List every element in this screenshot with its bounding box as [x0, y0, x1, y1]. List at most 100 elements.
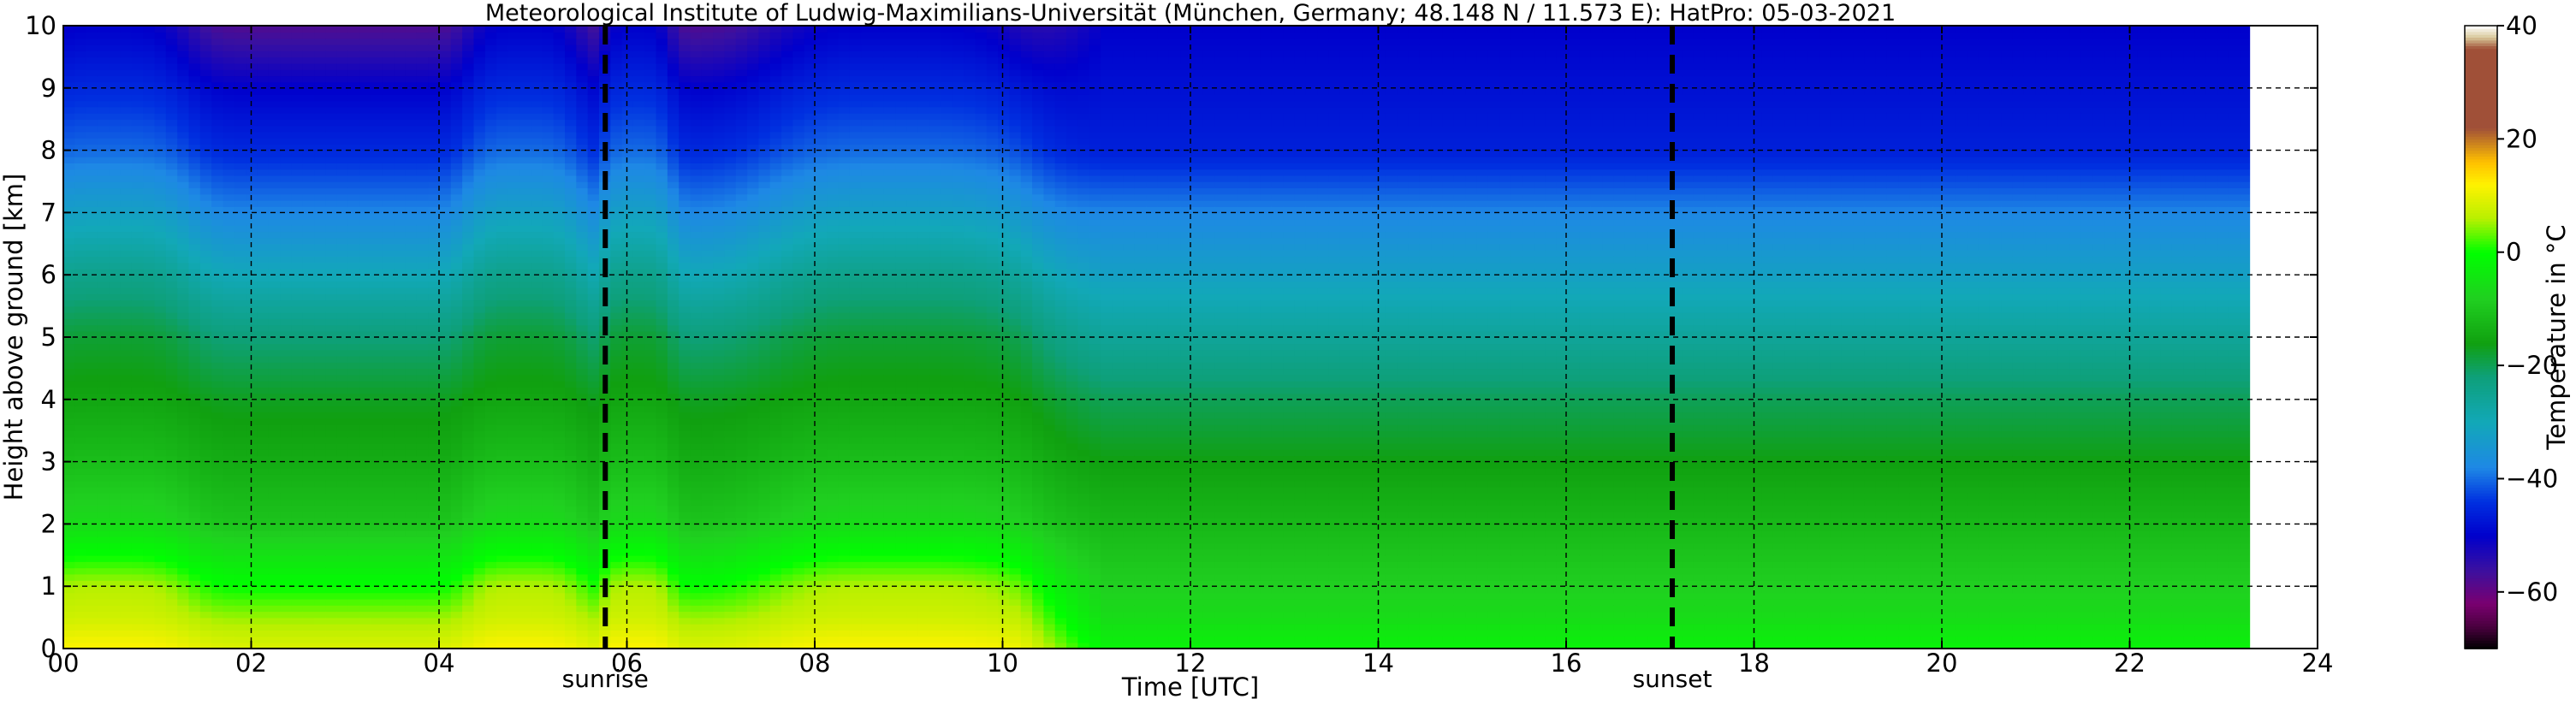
- heatmap-cell: [496, 598, 509, 606]
- heatmap-cell: [234, 144, 246, 151]
- heatmap-cell: [531, 256, 543, 264]
- heatmap-cell: [120, 212, 133, 220]
- heatmap-cell: [177, 94, 190, 102]
- heatmap-cell: [507, 156, 520, 163]
- heatmap-cell: [280, 617, 293, 625]
- heatmap-cell: [63, 75, 76, 83]
- heatmap-cell: [610, 56, 623, 64]
- heatmap-cell: [462, 131, 475, 139]
- heatmap-cell: [336, 163, 349, 170]
- heatmap-cell: [223, 573, 235, 581]
- heatmap-cell: [462, 399, 475, 406]
- heatmap-cell: [542, 337, 555, 345]
- heatmap-cell: [450, 56, 463, 64]
- heatmap-cell: [154, 268, 167, 275]
- heatmap-cell: [484, 499, 497, 507]
- heatmap-cell: [177, 287, 190, 294]
- heatmap-cell: [280, 349, 293, 357]
- heatmap-cell: [587, 511, 600, 518]
- heatmap-cell: [268, 68, 281, 77]
- heatmap-cell: [291, 586, 304, 594]
- heatmap-cell: [473, 138, 486, 145]
- heatmap-cell: [542, 449, 555, 457]
- heatmap-cell: [302, 518, 315, 525]
- heatmap-cell: [131, 399, 145, 406]
- heatmap-cell: [314, 32, 327, 39]
- heatmap-cell: [314, 144, 327, 151]
- heatmap-cell: [302, 150, 315, 157]
- heatmap-cell: [507, 548, 520, 556]
- heatmap-cell: [553, 206, 566, 214]
- heatmap-cell: [542, 349, 555, 357]
- heatmap-cell: [382, 324, 395, 332]
- heatmap-cell: [109, 81, 122, 89]
- heatmap-cell: [97, 125, 110, 133]
- heatmap-cell: [223, 442, 235, 450]
- heatmap-cell: [143, 56, 156, 64]
- heatmap-cell: [63, 573, 76, 581]
- heatmap-cell: [154, 50, 167, 58]
- heatmap-cell: [462, 311, 475, 319]
- heatmap-cell: [359, 318, 372, 326]
- heatmap-cell: [507, 518, 520, 525]
- heatmap-cell: [359, 75, 372, 83]
- heatmap-cell: [405, 169, 418, 176]
- heatmap-cell: [188, 337, 201, 345]
- heatmap-cell: [428, 592, 441, 600]
- heatmap-cell: [394, 605, 407, 613]
- heatmap-cell: [428, 542, 441, 550]
- heatmap-cell: [143, 362, 156, 370]
- heatmap-cell: [507, 275, 520, 282]
- heatmap-cell: [291, 163, 304, 170]
- heatmap-cell: [347, 56, 361, 64]
- heatmap-cell: [154, 542, 167, 550]
- heatmap-cell: [507, 250, 520, 258]
- heatmap-cell: [74, 418, 87, 425]
- heatmap-cell: [97, 642, 110, 649]
- heatmap-cell: [439, 337, 452, 345]
- heatmap-cell: [462, 474, 475, 482]
- heatmap-cell: [405, 224, 418, 233]
- heatmap-cell: [291, 275, 304, 282]
- heatmap-cell: [325, 250, 338, 258]
- heatmap-cell: [587, 250, 600, 258]
- heatmap-cell: [86, 636, 98, 643]
- heatmap-cell: [428, 579, 441, 587]
- heatmap-cell: [97, 138, 110, 145]
- heatmap-cell: [450, 630, 463, 637]
- heatmap-cell: [211, 262, 224, 270]
- heatmap-cell: [336, 293, 349, 301]
- heatmap-cell: [484, 212, 497, 220]
- heatmap-cell: [359, 112, 372, 120]
- heatmap-cell: [507, 181, 520, 189]
- heatmap-cell: [199, 275, 212, 282]
- heatmap-cell: [199, 193, 212, 201]
- heatmap-cell: [280, 62, 293, 70]
- heatmap-cell: [74, 218, 87, 226]
- heatmap-cell: [165, 424, 178, 431]
- heatmap-cell: [302, 605, 315, 613]
- heatmap-cell: [371, 399, 383, 406]
- heatmap-cell: [280, 81, 293, 89]
- heatmap-cell: [223, 380, 235, 388]
- heatmap-cell: [371, 62, 383, 70]
- heatmap-cell: [484, 287, 497, 294]
- heatmap-cell: [394, 187, 407, 195]
- heatmap-cell: [63, 262, 76, 270]
- heatmap-cell: [462, 424, 475, 431]
- heatmap-cell: [143, 311, 156, 319]
- heatmap-cell: [63, 511, 76, 518]
- heatmap-cell: [143, 218, 156, 226]
- heatmap-cell: [450, 324, 463, 332]
- heatmap-cell: [473, 430, 486, 438]
- heatmap-cell: [177, 430, 190, 438]
- heatmap-cell: [97, 26, 110, 33]
- heatmap-cell: [74, 26, 87, 33]
- heatmap-cell: [199, 100, 212, 108]
- heatmap-cell: [336, 567, 349, 575]
- heatmap-cell: [587, 486, 600, 494]
- heatmap-cell: [268, 250, 281, 258]
- heatmap-cell: [131, 424, 145, 431]
- heatmap-cell: [177, 349, 190, 357]
- heatmap-cell: [553, 554, 566, 562]
